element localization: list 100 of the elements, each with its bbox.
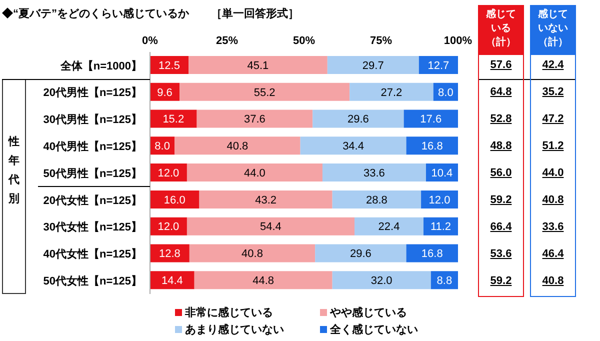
data-label: 44.8 <box>252 275 274 288</box>
y-tick-label: 20代男性【n=125】 <box>43 86 142 100</box>
text: 59.2 <box>489 274 513 289</box>
data-label: 16.8 <box>421 248 443 260</box>
data-label: 8.0 <box>438 86 454 99</box>
legend-label: やや感じている <box>330 306 407 320</box>
data-label: 12.0 <box>158 221 180 234</box>
y-tick-label: 全体【n=1000】 <box>59 59 142 72</box>
text: 40.8 <box>541 192 565 208</box>
data-label: 40.8 <box>226 140 248 153</box>
bar <box>196 110 313 128</box>
data-label: 16.0 <box>164 194 186 206</box>
y-tick-label: 50代男性【n=125】 <box>43 166 142 180</box>
data-label: 29.6 <box>347 114 369 126</box>
data-label: 44.0 <box>244 167 266 180</box>
bar <box>406 136 458 155</box>
x-tick-label: 50% <box>292 35 316 47</box>
bar <box>150 190 200 208</box>
text: 33.6 <box>541 220 565 235</box>
data-label: 8.8 <box>436 275 452 288</box>
x-tick-label: 0% <box>142 35 158 47</box>
bar <box>424 217 458 236</box>
bar <box>322 164 426 182</box>
data-label: 22.4 <box>378 221 400 234</box>
bar <box>150 110 197 128</box>
text: 性年代別 <box>8 134 20 207</box>
data-label: 12.8 <box>159 248 180 260</box>
bar <box>332 271 431 290</box>
bar <box>421 190 458 208</box>
data-label: 11.2 <box>430 221 452 234</box>
text: 52.8 <box>489 112 513 128</box>
y-tick-label: 20代女性【n=125】 <box>43 194 142 207</box>
text: 51.2 <box>541 139 565 154</box>
data-label: 40.8 <box>242 248 263 260</box>
data-label: 29.7 <box>362 60 384 72</box>
bar <box>194 271 332 290</box>
data-label: 10.4 <box>431 167 453 180</box>
bar <box>189 244 316 262</box>
data-label: 55.2 <box>254 86 276 99</box>
data-label: 16.8 <box>421 140 443 153</box>
data-label: 12.0 <box>158 167 180 180</box>
y-tick-label: 50代女性【n=125】 <box>43 274 142 288</box>
data-label: 28.8 <box>366 194 388 206</box>
bar <box>150 271 194 290</box>
data-label: 43.2 <box>255 194 277 206</box>
bar <box>174 136 300 155</box>
data-label: 8.0 <box>154 140 170 153</box>
data-label: 15.2 <box>162 114 184 126</box>
bar <box>186 217 355 236</box>
bar <box>327 56 419 74</box>
bar <box>186 164 322 182</box>
text: 46.4 <box>541 246 565 262</box>
bar <box>418 56 458 74</box>
chart-subtitle: ［単一回答形式］ <box>211 8 299 20</box>
text: 47.2 <box>541 112 565 128</box>
y-tick-label: 40代男性【n=125】 <box>43 140 142 154</box>
y-tick-label: 40代女性【n=125】 <box>43 248 142 261</box>
text: 64.8 <box>489 85 513 100</box>
text: 66.4 <box>489 220 513 235</box>
y-tick-label: 30代男性【n=125】 <box>43 113 142 126</box>
legend-label: あまり感じていない <box>185 322 284 337</box>
bar <box>404 110 458 128</box>
text: 40.8 <box>541 274 565 289</box>
data-label: 12.5 <box>158 60 180 72</box>
bar <box>315 244 406 262</box>
bar <box>199 190 332 208</box>
bar <box>312 110 404 128</box>
bar <box>300 136 406 155</box>
text: 59.2 <box>489 192 513 208</box>
x-tick-label: 25% <box>216 35 238 47</box>
data-label: 32.0 <box>370 275 392 288</box>
data-label: 12.0 <box>428 194 450 206</box>
x-tick-label: 75% <box>370 35 392 47</box>
data-label: 45.1 <box>247 60 269 72</box>
x-tick-label: 100% <box>444 35 472 47</box>
data-label: 12.7 <box>428 60 450 72</box>
data-label: 27.2 <box>380 86 402 99</box>
chart-title: ◆“夏バテ”をどのくらい感じているか <box>2 8 189 20</box>
data-label: 54.4 <box>260 221 282 234</box>
bar <box>354 217 424 236</box>
text: 53.6 <box>489 246 513 262</box>
data-label: 17.6 <box>420 114 442 126</box>
legend-label: 非常に感じている <box>185 306 273 320</box>
bar <box>406 244 458 262</box>
data-label: 37.6 <box>244 114 266 126</box>
data-label: 14.4 <box>161 275 183 288</box>
data-label: 9.6 <box>157 86 172 99</box>
y-tick-label: 30代女性【n=125】 <box>43 220 142 234</box>
data-label: 34.4 <box>342 140 364 153</box>
text: 44.0 <box>541 166 565 181</box>
bar <box>332 190 422 208</box>
text: 56.0 <box>489 166 513 181</box>
text: 57.6 <box>489 58 513 74</box>
text: 48.8 <box>489 139 513 154</box>
text: 35.2 <box>541 85 565 100</box>
text: 感じている（計） <box>478 5 524 55</box>
text: 42.4 <box>541 58 565 74</box>
data-label: 33.6 <box>364 167 385 180</box>
text: 感じていない（計） <box>530 5 576 55</box>
bar <box>180 82 350 101</box>
